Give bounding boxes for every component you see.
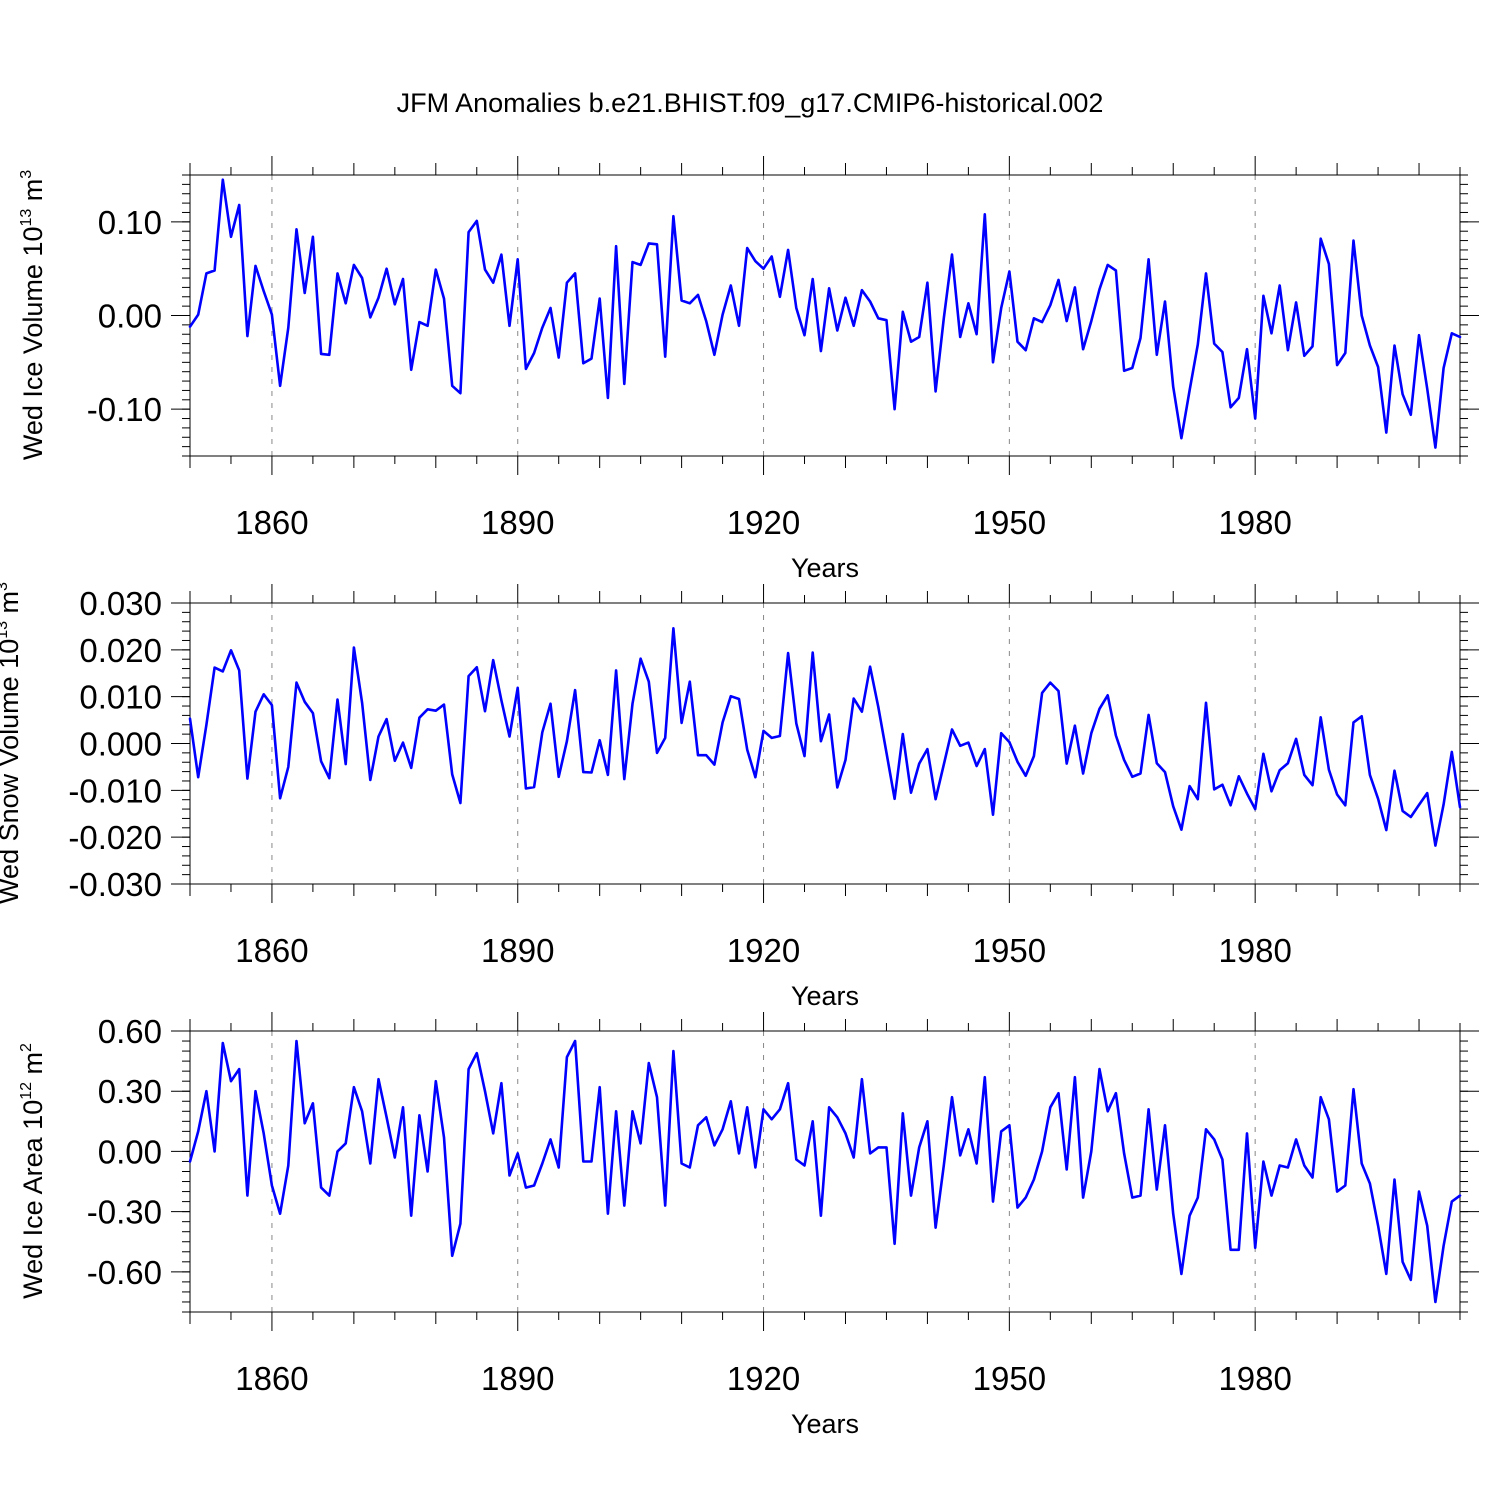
y-tick-label: 0.30: [98, 1073, 162, 1110]
y-axis-label: Wed Ice Volume 1013 m3: [18, 170, 48, 460]
plot-frame: [189, 602, 1461, 885]
x-tick-label: 1950: [973, 1360, 1046, 1397]
x-tick-label: 1920: [727, 1360, 800, 1397]
panel-ice-volume: 0.10 0.00 -0.10 1860 1890 1920 1950 1980 Years We…: [18, 156, 1479, 583]
series-line-ice-volume: [188, 178, 1462, 449]
y-tick-label: -0.60: [87, 1254, 162, 1291]
y-axis-label: Wed Snow Volume 1013 m3: [0, 582, 24, 904]
y-tick-label: 0.020: [79, 632, 162, 669]
y-label-text: Wed Ice Volume 10: [18, 227, 48, 461]
x-tick-label: 1890: [481, 932, 554, 969]
x-tick-label: 1950: [973, 932, 1046, 969]
y-tick-label: 0.010: [79, 679, 162, 716]
panel-snow-volume: 0.030 0.020 0.010 0.000 -0.010 -0.020 -0.030 18…: [0, 582, 1479, 1011]
x-tick-label: 1890: [481, 1360, 554, 1397]
y-label-unit: m: [0, 591, 24, 621]
x-tick-label: 1860: [235, 932, 308, 969]
x-tick-label: 1980: [1218, 1360, 1291, 1397]
y-tick-label: -0.030: [68, 866, 162, 903]
y-tick-label: 0.030: [79, 585, 162, 622]
y-label-text: Wed Snow Volume 10: [0, 639, 24, 904]
y-label-unit: m: [18, 179, 48, 209]
y-label-unit: m: [18, 1052, 48, 1082]
x-tick-label: 1950: [973, 504, 1046, 541]
y-label-exponent: 13: [0, 621, 11, 639]
x-tick-label: 1920: [727, 504, 800, 541]
x-tick-label: 1980: [1218, 504, 1291, 541]
x-axis-label: Years: [791, 1409, 859, 1439]
y-label-unit-exponent: 2: [18, 1043, 35, 1052]
x-tick-label: 1980: [1218, 932, 1291, 969]
x-axis-label: Years: [791, 553, 859, 583]
y-label-unit-exponent: 3: [0, 582, 11, 591]
y-label-text: Wed Ice Area 10: [18, 1100, 48, 1299]
series-line-ice-area: [188, 1039, 1462, 1304]
y-axis-label: Wed Ice Area 1012 m2: [18, 1043, 48, 1299]
series-line-snow-volume: [188, 626, 1462, 847]
x-tick-label: 1890: [481, 504, 554, 541]
y-tick-label: 0.000: [79, 726, 162, 763]
y-label-exponent: 12: [18, 1082, 35, 1100]
x-axis-label: Years: [791, 981, 859, 1011]
panel-ice-area: 0.60 0.30 0.00 -0.30 -0.60 1860 1890 1920 1950 19…: [18, 1012, 1479, 1439]
x-tick-label: 1920: [727, 932, 800, 969]
x-tick-label: 1860: [235, 1360, 308, 1397]
y-tick-label: 0.00: [98, 1133, 162, 1170]
y-tick-label: 0.60: [98, 1013, 162, 1050]
y-tick-label: -0.30: [87, 1194, 162, 1231]
y-tick-label: -0.010: [68, 772, 162, 809]
x-tick-label: 1860: [235, 504, 308, 541]
y-tick-label: 0.00: [98, 298, 162, 335]
y-tick-label: -0.10: [87, 391, 162, 428]
y-tick-label: 0.10: [98, 204, 162, 241]
y-label-unit-exponent: 3: [18, 170, 35, 179]
y-tick-label: -0.020: [68, 819, 162, 856]
chart-title: JFM Anomalies b.e21.BHIST.f09_g17.CMIP6-…: [397, 88, 1104, 118]
y-label-exponent: 13: [18, 209, 35, 227]
